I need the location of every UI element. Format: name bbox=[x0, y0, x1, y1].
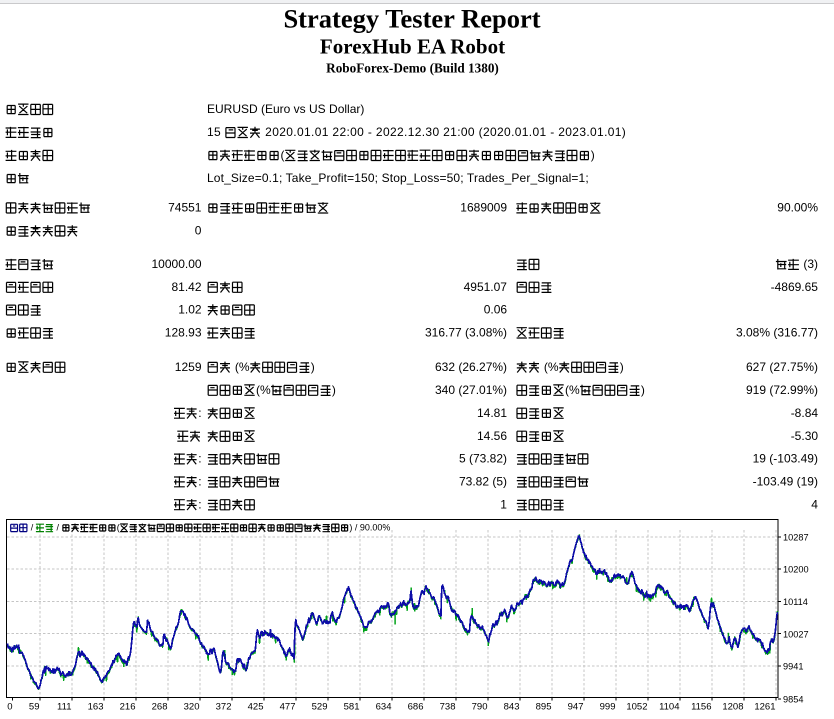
svg-text:0: 0 bbox=[195, 224, 202, 238]
svg-text:340 (27.01%): 340 (27.01%) bbox=[435, 383, 507, 397]
svg-text:372: 372 bbox=[216, 702, 232, 713]
svg-text:0: 0 bbox=[7, 702, 12, 713]
svg-text:(%: (% bbox=[541, 360, 559, 374]
svg-text:4951.07: 4951.07 bbox=[464, 280, 508, 294]
svg-text:10287: 10287 bbox=[783, 532, 809, 542]
svg-text:(%: (% bbox=[256, 383, 271, 397]
svg-text:/: / bbox=[28, 523, 36, 533]
svg-text:627 (27.75%): 627 (27.75%) bbox=[746, 360, 818, 374]
svg-text:1156: 1156 bbox=[691, 702, 711, 713]
svg-text:10000.00: 10000.00 bbox=[152, 257, 202, 271]
svg-text:90.00%: 90.00% bbox=[777, 201, 818, 215]
svg-text:): ) bbox=[311, 360, 315, 374]
svg-text:1208: 1208 bbox=[722, 702, 743, 713]
svg-text:10114: 10114 bbox=[783, 597, 808, 607]
svg-text:1689009: 1689009 bbox=[460, 201, 507, 215]
svg-text:632 (26.27%): 632 (26.27%) bbox=[435, 360, 507, 374]
svg-text:/: / bbox=[54, 523, 62, 533]
svg-text:10027: 10027 bbox=[783, 629, 809, 639]
svg-text:Strategy Tester Report: Strategy Tester Report bbox=[283, 4, 540, 34]
svg-text:): ) bbox=[591, 148, 595, 162]
svg-text:9854: 9854 bbox=[783, 694, 803, 704]
svg-text:9941: 9941 bbox=[783, 662, 803, 672]
svg-text:ForexHub EA Robot: ForexHub EA Robot bbox=[320, 35, 505, 59]
svg-text:): ) bbox=[620, 360, 624, 374]
svg-text:(: ( bbox=[117, 523, 120, 533]
svg-text:529: 529 bbox=[312, 702, 328, 713]
svg-text:581: 581 bbox=[344, 702, 360, 713]
svg-text:477: 477 bbox=[280, 702, 296, 713]
svg-text:999: 999 bbox=[600, 702, 616, 713]
svg-text:2020.01.01 22:00 - 2022.12.30: 2020.01.01 22:00 - 2022.12.30 21:00 (202… bbox=[262, 125, 627, 139]
svg-text:216: 216 bbox=[120, 702, 136, 713]
svg-text:) / 90.00%: ) / 90.00% bbox=[349, 523, 390, 533]
svg-text:(3): (3) bbox=[800, 257, 818, 271]
svg-text:): ) bbox=[641, 383, 645, 397]
svg-text:4: 4 bbox=[811, 498, 818, 512]
svg-text:1052: 1052 bbox=[626, 702, 647, 713]
svg-text:-103.49 (19): -103.49 (19) bbox=[753, 475, 818, 489]
svg-text:111: 111 bbox=[57, 702, 71, 713]
svg-text:RoboForex-Demo (Build 1380): RoboForex-Demo (Build 1380) bbox=[326, 61, 499, 76]
svg-text:919 (72.99%): 919 (72.99%) bbox=[746, 383, 818, 397]
svg-text:1261: 1261 bbox=[754, 702, 775, 713]
svg-text:268: 268 bbox=[152, 702, 168, 713]
svg-text:): ) bbox=[332, 383, 336, 397]
svg-text:(: ( bbox=[281, 148, 285, 162]
svg-text:320: 320 bbox=[184, 702, 200, 713]
svg-text:947: 947 bbox=[568, 702, 584, 713]
svg-text:686: 686 bbox=[408, 702, 424, 713]
svg-text:316.77 (3.08%): 316.77 (3.08%) bbox=[425, 326, 507, 340]
svg-text:59: 59 bbox=[29, 702, 40, 713]
svg-text:-5.30: -5.30 bbox=[791, 429, 819, 443]
svg-text:3.08% (316.77): 3.08% (316.77) bbox=[736, 326, 818, 340]
svg-text:1259: 1259 bbox=[175, 360, 202, 374]
svg-text:-4869.65: -4869.65 bbox=[771, 280, 819, 294]
svg-text:128.93: 128.93 bbox=[165, 326, 202, 340]
svg-text:14.56: 14.56 bbox=[477, 429, 507, 443]
svg-text:10200: 10200 bbox=[783, 565, 809, 575]
svg-text:634: 634 bbox=[376, 702, 392, 713]
svg-text:EURUSD (Euro vs US Dollar): EURUSD (Euro vs US Dollar) bbox=[207, 102, 364, 116]
svg-text::: : bbox=[198, 406, 201, 420]
svg-text:738: 738 bbox=[440, 702, 456, 713]
svg-text::: : bbox=[198, 452, 201, 466]
svg-text:895: 895 bbox=[536, 702, 552, 713]
svg-text:(%: (% bbox=[565, 383, 580, 397]
svg-text:74551: 74551 bbox=[168, 201, 202, 215]
svg-text:1104: 1104 bbox=[659, 702, 679, 713]
svg-text:843: 843 bbox=[504, 702, 520, 713]
svg-text:73.82 (5): 73.82 (5) bbox=[459, 475, 507, 489]
svg-text:15: 15 bbox=[207, 125, 225, 139]
svg-text:81.42: 81.42 bbox=[172, 280, 202, 294]
svg-text:425: 425 bbox=[248, 702, 264, 713]
svg-text:(%: (% bbox=[232, 360, 250, 374]
svg-text:1.02: 1.02 bbox=[178, 303, 202, 317]
svg-text:790: 790 bbox=[472, 702, 488, 713]
svg-text:5 (73.82): 5 (73.82) bbox=[459, 452, 507, 466]
svg-text:163: 163 bbox=[88, 702, 104, 713]
svg-text::: : bbox=[198, 475, 201, 489]
svg-text:-8.84: -8.84 bbox=[791, 406, 819, 420]
svg-text:0.06: 0.06 bbox=[484, 303, 508, 317]
svg-text:1: 1 bbox=[500, 498, 507, 512]
svg-text::: : bbox=[198, 498, 201, 512]
svg-text:Lot_Size=0.1; Take_Profit=150;: Lot_Size=0.1; Take_Profit=150; Stop_Loss… bbox=[207, 171, 589, 185]
svg-text:14.81: 14.81 bbox=[477, 406, 507, 420]
svg-text:19 (-103.49): 19 (-103.49) bbox=[753, 452, 818, 466]
